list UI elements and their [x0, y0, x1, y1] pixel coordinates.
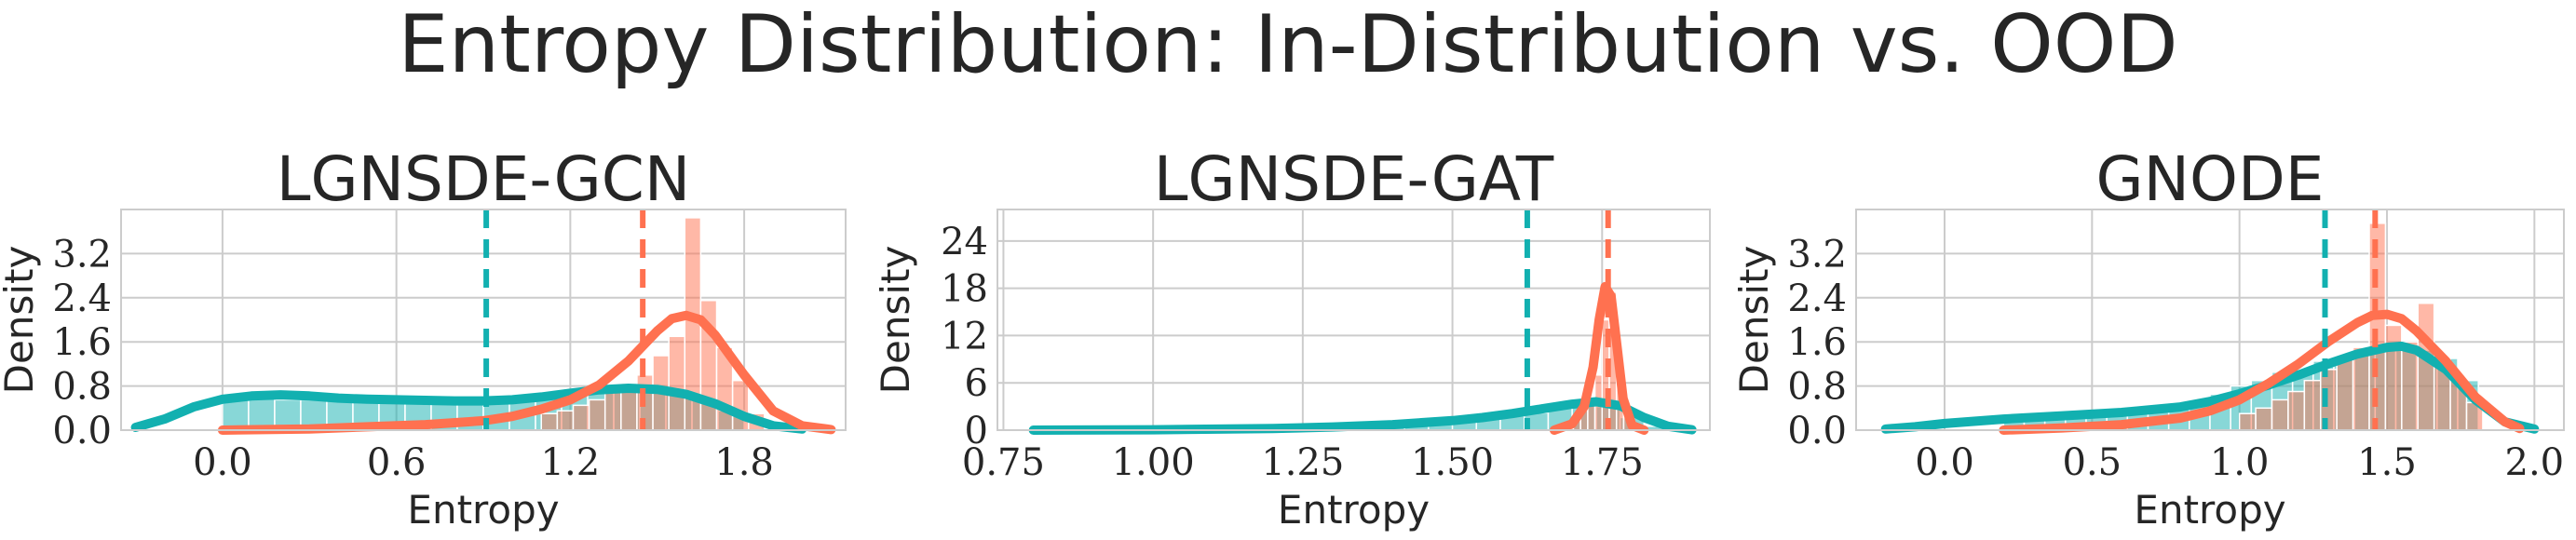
kde-curve-in-distribution: [1880, 341, 2540, 434]
histogram-bar-ood: [2352, 346, 2370, 431]
histogram-bar-ood: [2336, 358, 2354, 431]
histogram-bar-ood: [556, 410, 575, 431]
x-tick-label: 0.75: [962, 441, 1045, 484]
histogram-bar-ood: [2417, 302, 2435, 431]
kde-curve-ood: [1999, 309, 2525, 435]
x-tick-label: 0.5: [2063, 441, 2122, 484]
panel-lgnsde-gcn: 0.0 0.6 1.2 1.80.00.81.62.43.2LGNSDE-GCNEnt…: [0, 143, 847, 533]
x-tick-label: 1.00: [1112, 441, 1195, 484]
x-tick-label: 0.0: [1915, 441, 1974, 484]
y-tick-label: 0.8: [1787, 366, 1847, 409]
y-tick-label: 18: [941, 268, 988, 311]
histogram-bar-ood: [2401, 341, 2419, 431]
histogram-bar-ood: [572, 404, 590, 431]
x-axis-label: Entropy: [1278, 487, 1430, 533]
histogram-bar-ood: [2255, 407, 2273, 431]
x-tick-label: 1.50: [1411, 441, 1494, 484]
y-tick-label: 1.6: [1787, 321, 1847, 364]
histogram-bar-ood: [2287, 390, 2306, 431]
x-tick-label: 1.8: [714, 441, 774, 484]
y-tick-label: 0.0: [1787, 410, 1847, 452]
histogram-bar-ood: [603, 390, 622, 431]
panel-title: GNODE: [2096, 143, 2325, 215]
y-tick-label: 0: [965, 410, 988, 452]
y-tick-label: 3.2: [1787, 233, 1847, 276]
x-tick-label: 1.25: [1261, 441, 1344, 484]
histogram-bar-ood: [540, 412, 559, 431]
y-axis-label: Density: [1731, 246, 1777, 395]
panel-title: LGNSDE-GCN: [277, 143, 691, 215]
y-tick-label: 3.2: [52, 233, 112, 276]
axes-frame: [120, 209, 847, 431]
y-tick-label: 2.4: [52, 277, 112, 320]
figure-title: Entropy Distribution: In-Distribution vs…: [398, 0, 2178, 91]
x-tick-label: 1.5: [2357, 441, 2417, 484]
y-tick-label: 0.0: [52, 410, 112, 452]
y-tick-label: 12: [941, 315, 988, 358]
histogram-bar-ood: [588, 398, 606, 431]
x-tick-label: 1.2: [541, 441, 601, 484]
x-axis-label: Entropy: [407, 487, 559, 533]
histogram-bar-ood: [668, 335, 686, 431]
x-tick-label: 0.0: [193, 441, 252, 484]
x-tick-label: 0.6: [367, 441, 427, 484]
y-axis-label: Density: [0, 246, 42, 395]
histogram-bar-ood: [2238, 412, 2257, 431]
kde-curve-in-distribution: [1028, 397, 1697, 435]
kde-curve-ood: [1549, 281, 1649, 435]
axes-frame: [1855, 209, 2565, 431]
kde-curve-ood: [217, 310, 836, 435]
axes-frame: [997, 209, 1711, 431]
x-tick-label: 1.75: [1561, 441, 1644, 484]
histogram-bar-ood: [2303, 379, 2322, 431]
y-tick-label: 6: [965, 362, 988, 405]
panel-gnode: 0.0 0.5 1.0 1.5 2.00.00.81.62.43.2GNODEEntro…: [1731, 143, 2565, 533]
kde-curve-in-distribution: [130, 384, 807, 434]
y-tick-label: 0.8: [52, 366, 112, 409]
histogram-bar-ood: [731, 379, 750, 431]
y-tick-label: 2.4: [1787, 277, 1847, 320]
panel-title: LGNSDE-GAT: [1154, 143, 1554, 215]
y-tick-label: 24: [941, 221, 988, 263]
histogram-bar-ood: [2271, 398, 2289, 431]
x-axis-label: Entropy: [2134, 487, 2285, 533]
y-tick-label: 1.6: [52, 321, 112, 364]
x-tick-label: 2.0: [2505, 441, 2565, 484]
x-tick-label: 1.0: [2210, 441, 2270, 484]
y-axis-label: Density: [873, 246, 918, 395]
histogram-bar-ood: [2384, 324, 2403, 431]
